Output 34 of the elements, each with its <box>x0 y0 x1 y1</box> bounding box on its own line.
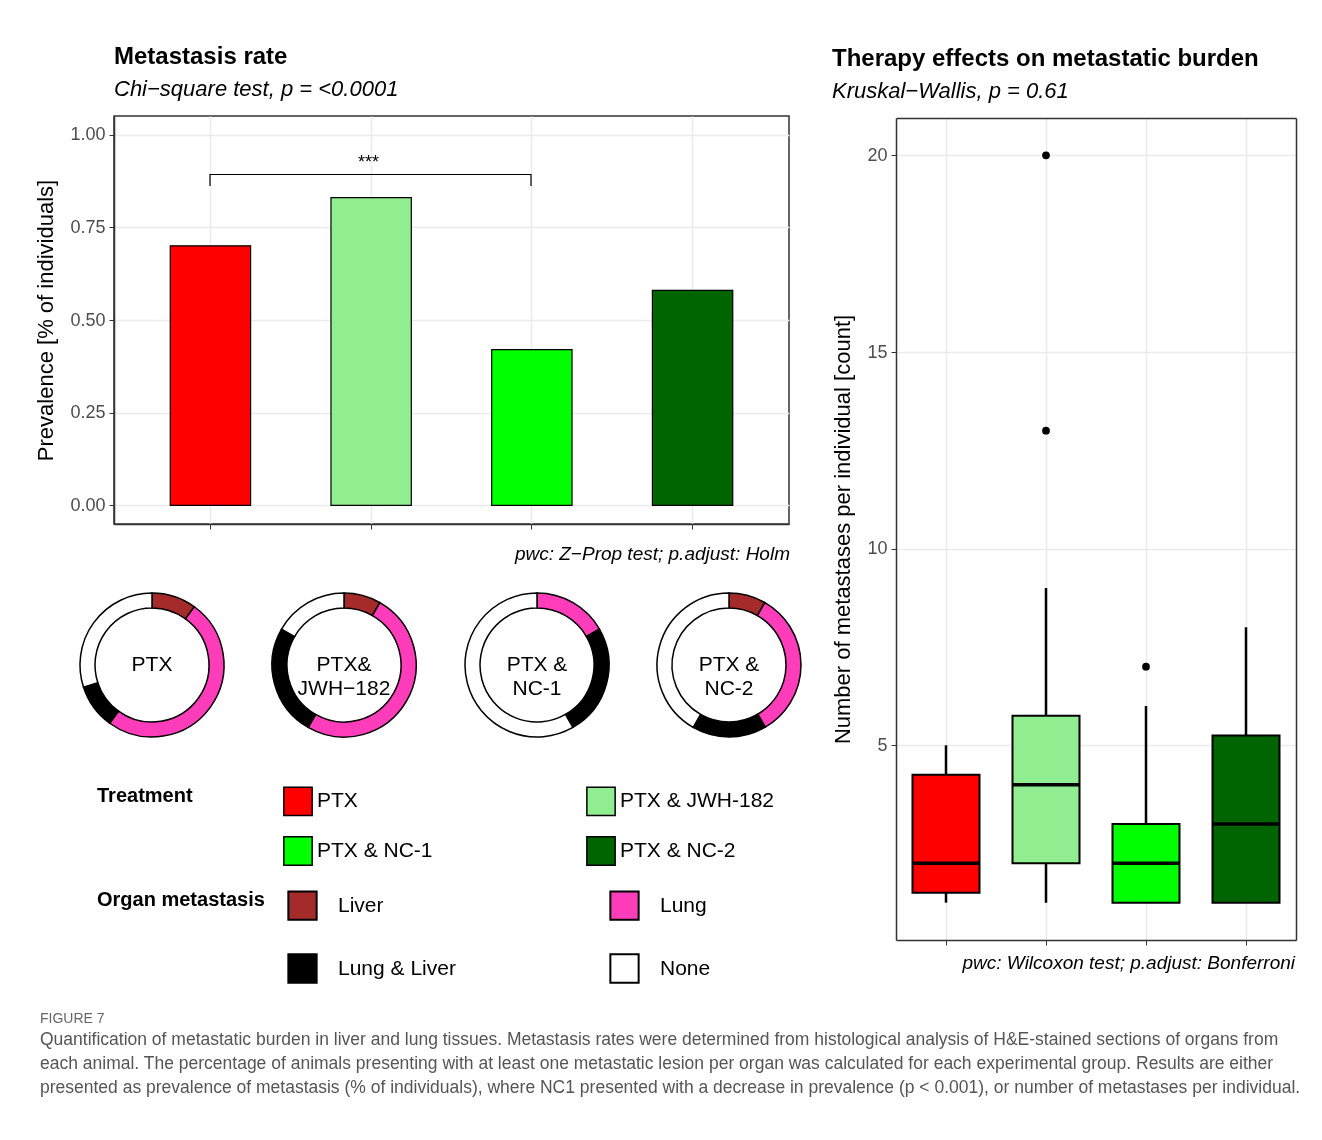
text: PTX <box>131 652 173 675</box>
text: PTX & NC-1 <box>506 652 568 699</box>
legend-label: Lung <box>660 892 707 916</box>
y-tick-label: 1.00 <box>70 124 106 145</box>
legend-label: Lung & Liver <box>338 955 456 979</box>
chart-subtitle: Chi−square test, p = <0.0001 <box>114 76 399 101</box>
y-tick-label: 0.50 <box>70 309 106 330</box>
y-tick-label: 0.75 <box>70 216 106 237</box>
legend-label: PTX & JWH-182 <box>620 788 775 812</box>
caption: FIGURE 7 <box>40 1010 105 1026</box>
legend-title: Organ metastasis <box>97 888 265 910</box>
legend-label: PTX <box>317 788 358 812</box>
annotation: *** <box>358 152 380 173</box>
chart-subtitle: Kruskal−Wallis, p = 0.61 <box>831 78 1069 103</box>
legend-label: PTX & NC-1 <box>317 838 433 861</box>
text: Quantification of metastatic burden in liver and lung tissues. Metastasis rates were determined from histological analysis of H&E-stained sections of organs from each animal. The percentage of animals presenting with at least one metastatic lesion per organ was calculated for each experimental group. Results are either presented as prevalence of metastasis (% of individuals), where NC1 presented with a decrease in prevalence (p < 0.001), or number of metastases per individual. <box>40 1028 1302 1099</box>
legend-label: None <box>660 955 711 979</box>
y-tick-label: 5 <box>877 734 888 755</box>
y-tick-label: 20 <box>867 144 888 165</box>
text: pwc: Z−Prop test; p.adjust: Holm <box>514 543 790 565</box>
y-tick-label: 10 <box>867 538 888 559</box>
y-tick-label: 15 <box>867 341 888 362</box>
y-tick-label: 0.00 <box>70 494 106 515</box>
y-axis-title: Number of metastases per individual [count] <box>830 314 856 745</box>
text: PTX & NC-2 <box>698 652 760 699</box>
chart-title: Therapy effects on metastatic burden <box>831 44 1259 71</box>
chart-title: Metastasis rate <box>114 42 288 69</box>
text: pwc: Wilcoxon test; p.adjust: Bonferroni <box>962 952 1295 974</box>
legend-label: Liver <box>338 892 384 916</box>
y-axis-title: Prevalence [% of individuals] <box>33 179 59 462</box>
y-tick-label: 0.25 <box>70 402 106 423</box>
text: PTX& JWH−182 <box>297 652 391 699</box>
legend-label: PTX & NC-2 <box>620 838 736 861</box>
legend-title: Treatment <box>97 784 193 806</box>
